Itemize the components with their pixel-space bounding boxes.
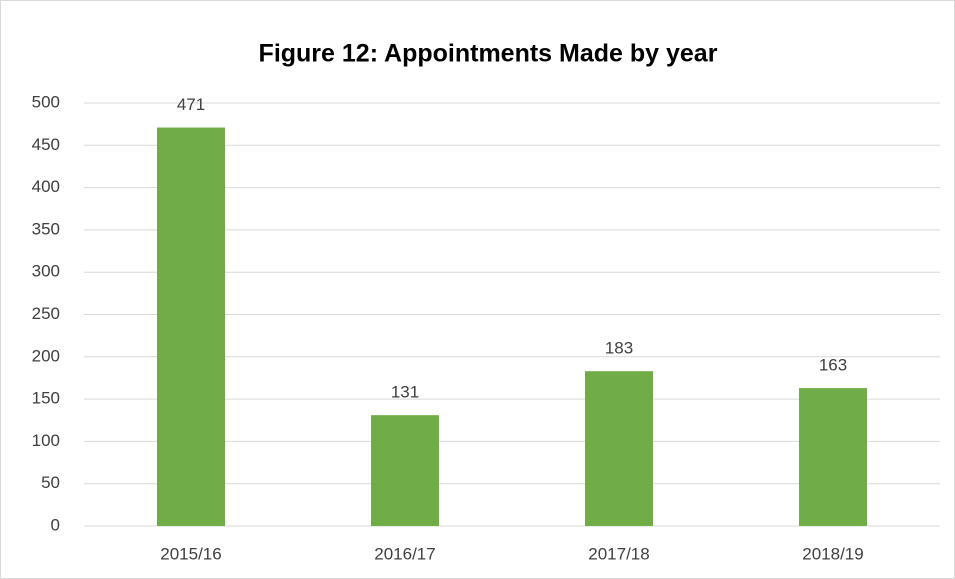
bar: [371, 415, 439, 526]
chart-title: Figure 12: Appointments Made by year: [259, 40, 718, 68]
x-tick-label: 2016/17: [374, 544, 435, 563]
value-label: 131: [391, 383, 419, 402]
x-tick-label: 2018/19: [802, 544, 863, 563]
y-tick-label: 450: [32, 135, 60, 154]
y-tick-label: 300: [32, 262, 60, 281]
y-tick-label: 500: [32, 92, 60, 111]
value-label: 183: [605, 339, 633, 358]
y-tick-label: 200: [32, 346, 60, 365]
x-tick-label: 2015/16: [160, 544, 221, 563]
y-tick-label: 350: [32, 219, 60, 238]
value-label: 163: [819, 356, 847, 375]
y-tick-label: 400: [32, 177, 60, 196]
y-tick-label: 250: [32, 304, 60, 323]
y-tick-label: 0: [51, 515, 60, 534]
bar: [585, 371, 653, 526]
value-label: 471: [177, 95, 205, 114]
bar: [157, 127, 225, 526]
bar: [799, 388, 867, 526]
x-tick-label: 2017/18: [588, 544, 649, 563]
y-tick-label: 100: [32, 431, 60, 450]
y-tick-label: 50: [41, 473, 60, 492]
y-tick-label: 150: [32, 389, 60, 408]
